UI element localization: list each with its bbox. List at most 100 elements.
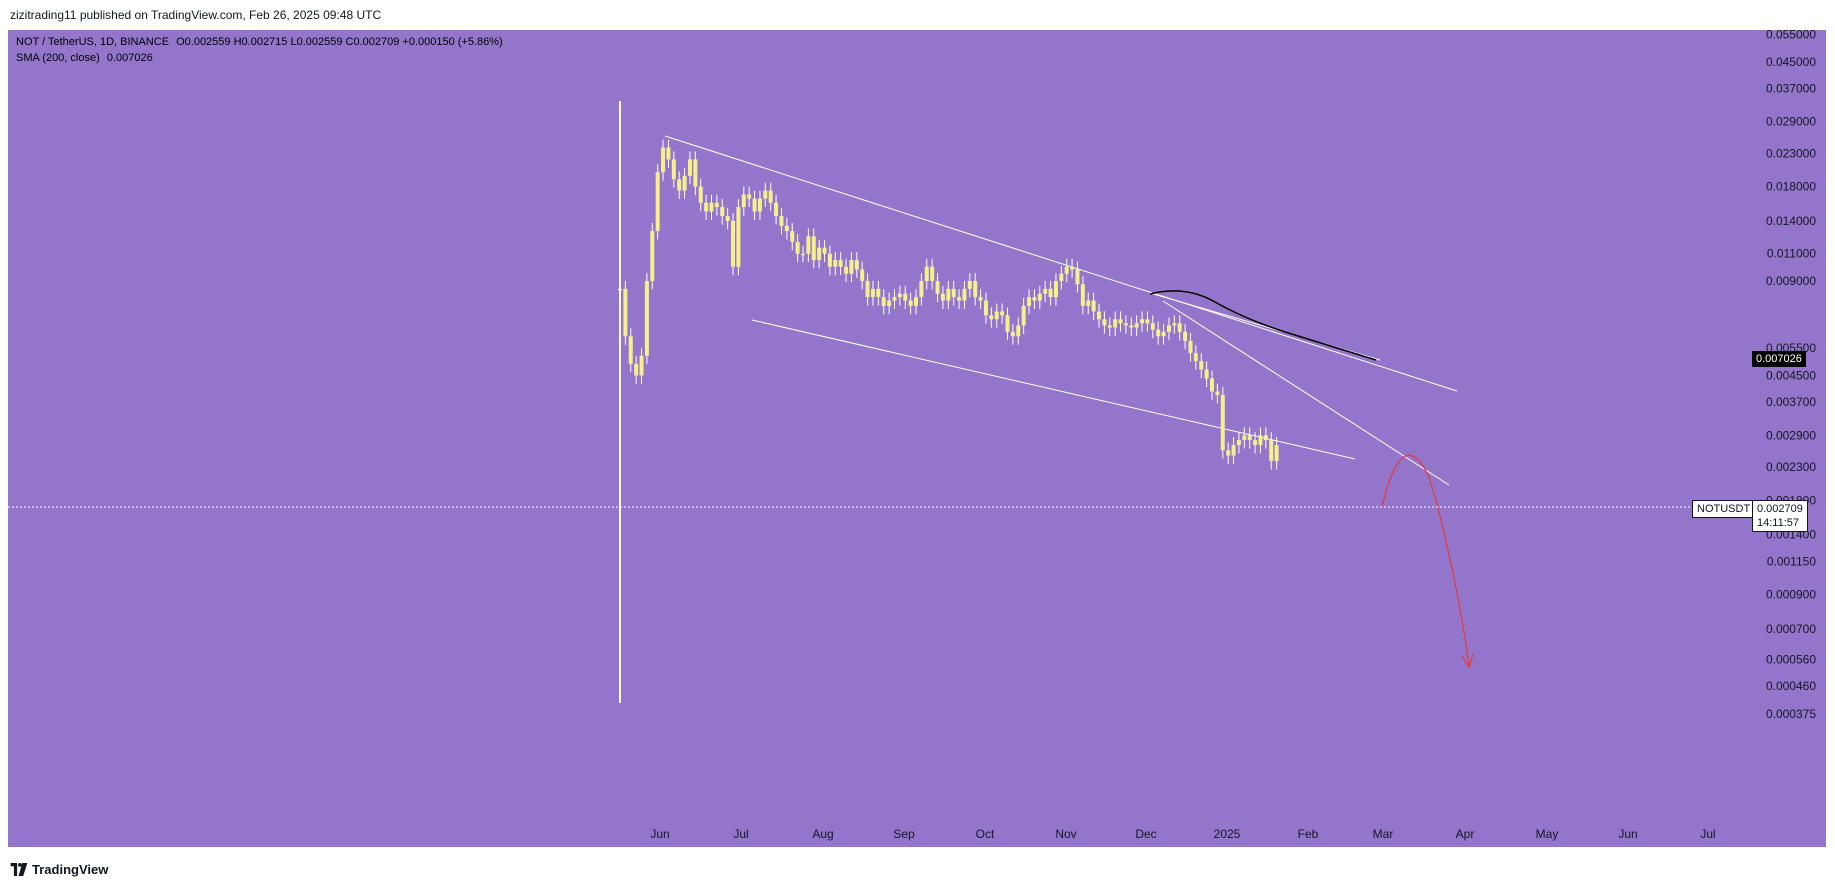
- candle-body: [628, 336, 633, 364]
- x-tick-label: Sep: [893, 827, 915, 841]
- y-tick-label: 0.003700: [1766, 395, 1816, 409]
- candle-body: [623, 288, 628, 337]
- candle-body: [639, 355, 644, 376]
- candle-body: [962, 288, 967, 301]
- candle-body: [795, 241, 800, 254]
- candle-body: [1086, 300, 1091, 306]
- x-tick-label: Jul: [1700, 827, 1715, 841]
- candle-layer: [618, 101, 1279, 703]
- candle-body: [1156, 329, 1161, 337]
- candle-body: [1188, 340, 1193, 354]
- sma-layer: [1149, 290, 1377, 361]
- candle-body: [1048, 288, 1053, 298]
- candle-body: [1247, 435, 1252, 441]
- x-tick-label: Aug: [812, 827, 833, 841]
- candle-body: [1037, 293, 1042, 301]
- trendline: [1162, 300, 1450, 486]
- candle-body: [1258, 435, 1263, 446]
- candle-body: [709, 202, 714, 212]
- candle-body: [666, 147, 671, 160]
- candle-body: [1096, 311, 1101, 320]
- candle-body: [634, 363, 639, 376]
- candle-body: [994, 311, 999, 320]
- candle-body: [731, 220, 736, 267]
- candle-body: [1059, 273, 1064, 282]
- candle-body: [1226, 450, 1231, 456]
- candle-body: [1064, 266, 1069, 274]
- candle-body: [790, 230, 795, 242]
- candle-body: [1000, 311, 1005, 316]
- y-tick-label: 0.009000: [1766, 274, 1816, 288]
- candle-body: [1123, 323, 1128, 326]
- candle-body: [870, 288, 875, 298]
- y-tick-label: 0.000375: [1766, 707, 1816, 721]
- trendline: [751, 319, 1356, 460]
- candle-body: [838, 260, 843, 267]
- candle-body: [698, 186, 703, 203]
- candle-body: [1091, 300, 1096, 312]
- candle-body: [1140, 319, 1145, 324]
- candle-body: [849, 260, 854, 274]
- candle-body: [1021, 305, 1026, 326]
- projection-curve: [1381, 454, 1470, 666]
- candle-body: [811, 236, 816, 261]
- candle-body: [914, 297, 919, 306]
- candle-body: [671, 159, 676, 180]
- candle-body: [768, 190, 773, 203]
- candle-body: [714, 202, 719, 208]
- candle-body: [951, 288, 956, 298]
- candle-body: [1010, 331, 1015, 337]
- candle-body: [1118, 319, 1123, 324]
- legend-sma-row: SMA (200, close) 0.007026: [16, 50, 503, 66]
- candle-body: [989, 315, 994, 320]
- candle-body: [725, 216, 730, 221]
- candle-body: [655, 172, 660, 231]
- time-axis[interactable]: Jun Jul Aug Sep Oct Nov Dec 2025 Feb Mar Apr May Jun…: [650, 827, 1715, 841]
- y-tick-label: 0.045000: [1766, 55, 1816, 69]
- last-price-tag: 0.002709 14:11:57: [1752, 500, 1808, 532]
- candle-body: [693, 159, 698, 187]
- x-tick-label: Jun: [650, 827, 669, 841]
- x-tick-label: Mar: [1373, 827, 1394, 841]
- candle-body: [806, 236, 811, 254]
- candle-body: [1102, 319, 1107, 326]
- candle-body: [741, 194, 746, 208]
- candle-body: [1150, 323, 1155, 330]
- tradingview-logo-icon: [10, 863, 28, 876]
- candle-body: [1220, 394, 1225, 451]
- candle-body: [1070, 266, 1075, 270]
- candle-body: [1129, 325, 1134, 328]
- y-tick-label: 0.014000: [1766, 214, 1816, 228]
- legend-sma-label: SMA (200, close): [16, 52, 100, 64]
- candle-body: [1215, 391, 1220, 395]
- y-tick-label: 0.002300: [1766, 460, 1816, 474]
- candle-body: [957, 297, 962, 301]
- x-tick-label: Jun: [1618, 827, 1637, 841]
- chart-frame[interactable]: [8, 30, 1826, 847]
- candle-body: [687, 159, 692, 176]
- candle-body: [844, 266, 849, 274]
- projection-arrow-icon: [1461, 653, 1474, 669]
- candle-body: [967, 281, 972, 289]
- candle-body: [747, 194, 752, 199]
- trendline-layer: [664, 135, 1458, 486]
- candle-body: [860, 269, 865, 282]
- candle-body: [1080, 284, 1085, 306]
- candle-body: [1177, 323, 1182, 332]
- x-tick-label: May: [1536, 827, 1559, 841]
- candle-body: [1199, 361, 1204, 370]
- candle-body: [1113, 319, 1118, 328]
- candle-body: [1107, 325, 1112, 328]
- x-tick-label: Apr: [1456, 827, 1475, 841]
- candle-body: [973, 281, 978, 298]
- candle-body: [833, 260, 838, 267]
- x-tick-label: 2025: [1214, 827, 1241, 841]
- candle-body: [897, 293, 902, 298]
- footer-bar: TradingView: [0, 856, 1835, 883]
- price-axis[interactable]: 0.055000 0.045000 0.037000 0.029000 0.023000…: [1766, 28, 1816, 721]
- candle-body: [919, 281, 924, 298]
- candle-body: [978, 297, 983, 301]
- legend-ohlc: O0.002559 H0.002715 L0.002559 C0.002709 …: [176, 36, 503, 48]
- candle-body: [784, 225, 789, 231]
